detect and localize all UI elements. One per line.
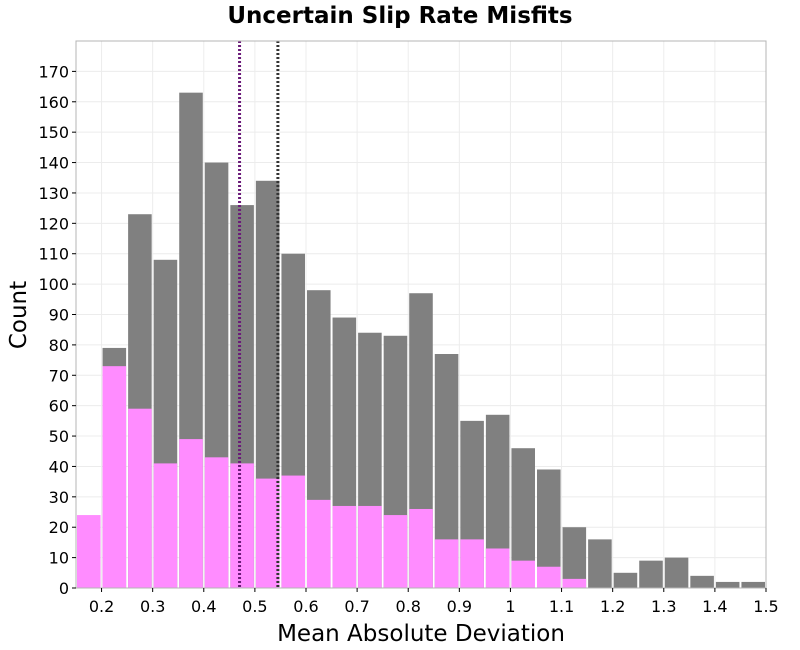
x-tick-label-1: 0.3 bbox=[140, 597, 165, 616]
y-tick-label-6: 60 bbox=[49, 397, 69, 416]
y-tick-label-17: 170 bbox=[38, 62, 69, 81]
bar-series0-bin-26 bbox=[741, 581, 765, 588]
x-axis-ticks: 0.2 0.3 0.4 0.5 0.6 0.7 0.8 0.9 1 1.1 1.2 1.3 1.4 1.5 bbox=[89, 588, 779, 616]
y-tick-label-10: 100 bbox=[38, 275, 69, 294]
bar-series0-bin-16 bbox=[485, 414, 510, 588]
bar-series1-bin-9 bbox=[307, 499, 331, 588]
chart-title: Uncertain Slip Rate Misfits bbox=[227, 3, 572, 29]
x-tick-label-0: 0.2 bbox=[89, 597, 114, 616]
x-tick-label-3: 0.5 bbox=[242, 597, 267, 616]
x-tick-label-2: 0.4 bbox=[191, 597, 216, 616]
y-tick-label-4: 40 bbox=[49, 457, 69, 476]
bar-series1-bin-2 bbox=[128, 408, 152, 588]
bar-series1-bin-15 bbox=[460, 539, 484, 588]
bar-series1-bin-14 bbox=[434, 539, 459, 588]
bar-series1-bin-11 bbox=[358, 505, 382, 588]
bar-series0-bin-21 bbox=[613, 572, 638, 588]
bar-series1-bin-3 bbox=[153, 463, 178, 588]
x-tick-label-8: 1 bbox=[505, 597, 515, 616]
bar-series1-bin-13 bbox=[409, 508, 433, 588]
y-tick-label-8: 80 bbox=[49, 336, 69, 355]
y-tick-label-14: 140 bbox=[38, 154, 69, 173]
bar-series0-bin-17 bbox=[511, 448, 535, 588]
bar-series1-bin-6 bbox=[230, 463, 254, 588]
bar-series0-bin-14 bbox=[434, 354, 459, 588]
bar-series1-bin-19 bbox=[562, 578, 587, 588]
x-tick-label-13: 1.5 bbox=[753, 597, 778, 616]
bar-series1-bin-10 bbox=[332, 505, 357, 588]
bar-series1-bin-5 bbox=[204, 457, 229, 588]
bar-series1-bin-8 bbox=[281, 475, 305, 588]
bar-series0-bin-18 bbox=[537, 469, 561, 588]
x-tick-label-4: 0.6 bbox=[293, 597, 318, 616]
y-tick-label-16: 160 bbox=[38, 93, 69, 112]
series-pink-bars bbox=[77, 366, 587, 588]
y-tick-label-1: 10 bbox=[49, 549, 69, 568]
x-tick-label-6: 0.8 bbox=[395, 597, 420, 616]
bar-series1-bin-0 bbox=[77, 515, 101, 588]
bar-series1-bin-1 bbox=[102, 366, 127, 588]
y-tick-label-9: 90 bbox=[49, 306, 69, 325]
y-tick-label-15: 150 bbox=[38, 123, 69, 142]
bar-series0-bin-19 bbox=[562, 527, 587, 588]
bar-series0-bin-23 bbox=[664, 557, 689, 588]
x-tick-label-7: 0.9 bbox=[447, 597, 472, 616]
bar-series1-bin-12 bbox=[383, 515, 408, 588]
y-tick-label-3: 30 bbox=[49, 488, 69, 507]
y-tick-label-12: 120 bbox=[38, 214, 69, 233]
y-axis-label: Count bbox=[6, 281, 32, 349]
bar-series1-bin-17 bbox=[511, 560, 535, 588]
y-axis-ticks: 0 10 20 30 40 50 60 70 80 90 100 110 120 130 140 150 160… bbox=[38, 62, 76, 598]
x-tick-label-12: 1.4 bbox=[702, 597, 727, 616]
x-axis-label: Mean Absolute Deviation bbox=[277, 621, 565, 647]
bar-series0-bin-20 bbox=[588, 539, 612, 588]
x-tick-label-11: 1.3 bbox=[651, 597, 676, 616]
y-tick-label-0: 0 bbox=[59, 579, 69, 598]
y-tick-label-11: 110 bbox=[38, 245, 69, 264]
reference-lines bbox=[238, 41, 280, 588]
x-tick-label-9: 1.1 bbox=[549, 597, 574, 616]
y-tick-label-5: 50 bbox=[49, 427, 69, 446]
y-tick-label-13: 130 bbox=[38, 184, 69, 203]
bar-series1-bin-7 bbox=[255, 478, 280, 588]
x-tick-label-5: 0.7 bbox=[344, 597, 369, 616]
x-tick-label-10: 1.2 bbox=[600, 597, 625, 616]
bar-series0-bin-24 bbox=[690, 575, 714, 588]
bar-series0-bin-22 bbox=[639, 560, 663, 588]
bar-series1-bin-16 bbox=[485, 548, 510, 588]
y-tick-label-2: 20 bbox=[49, 518, 69, 537]
bar-series1-bin-18 bbox=[537, 566, 561, 588]
bar-series0-bin-25 bbox=[715, 581, 740, 588]
bar-series1-bin-4 bbox=[179, 439, 203, 588]
y-tick-label-7: 70 bbox=[49, 366, 69, 385]
